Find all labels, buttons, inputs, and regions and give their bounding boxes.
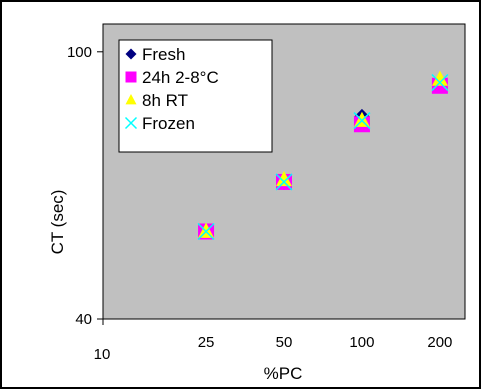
x-tick-label: 25 <box>198 334 215 351</box>
x-tick-label: 100 <box>349 334 374 351</box>
data-point <box>353 111 370 127</box>
series-x <box>197 73 449 241</box>
axes <box>97 24 465 325</box>
data-point <box>431 73 449 92</box>
x-tick-label: 50 <box>276 334 293 351</box>
x-tick-label: 10 <box>94 346 111 363</box>
legend: Fresh 24h 2-8°C 8h RT Frozen <box>118 39 273 153</box>
legend-label: Fresh <box>142 45 185 64</box>
legend-box <box>118 39 273 153</box>
x-axis-title: %PC <box>264 364 303 383</box>
data-point <box>431 70 448 86</box>
data-point <box>276 170 292 187</box>
data-point <box>353 112 371 130</box>
data-points <box>197 70 449 241</box>
data-point <box>197 222 215 241</box>
y-tick-label: 40 <box>75 311 92 328</box>
y-axis-title: CT (sec) <box>48 190 67 255</box>
y-tick-label: 100 <box>67 44 92 61</box>
legend-label: Frozen <box>142 114 195 133</box>
legend-marker <box>125 71 137 83</box>
legend-marker <box>124 116 138 130</box>
legend-marker <box>125 93 137 105</box>
legend-marker <box>125 48 137 60</box>
x-tick-label: 200 <box>427 334 452 351</box>
legend-label: 24h 2-8°C <box>142 68 219 87</box>
tick-labels: 10 25 50 100 200 40 100 <box>67 44 452 363</box>
data-point <box>275 173 293 191</box>
legend-label: 8h RT <box>142 91 188 110</box>
data-point <box>198 222 215 238</box>
series-triangle <box>198 70 448 238</box>
